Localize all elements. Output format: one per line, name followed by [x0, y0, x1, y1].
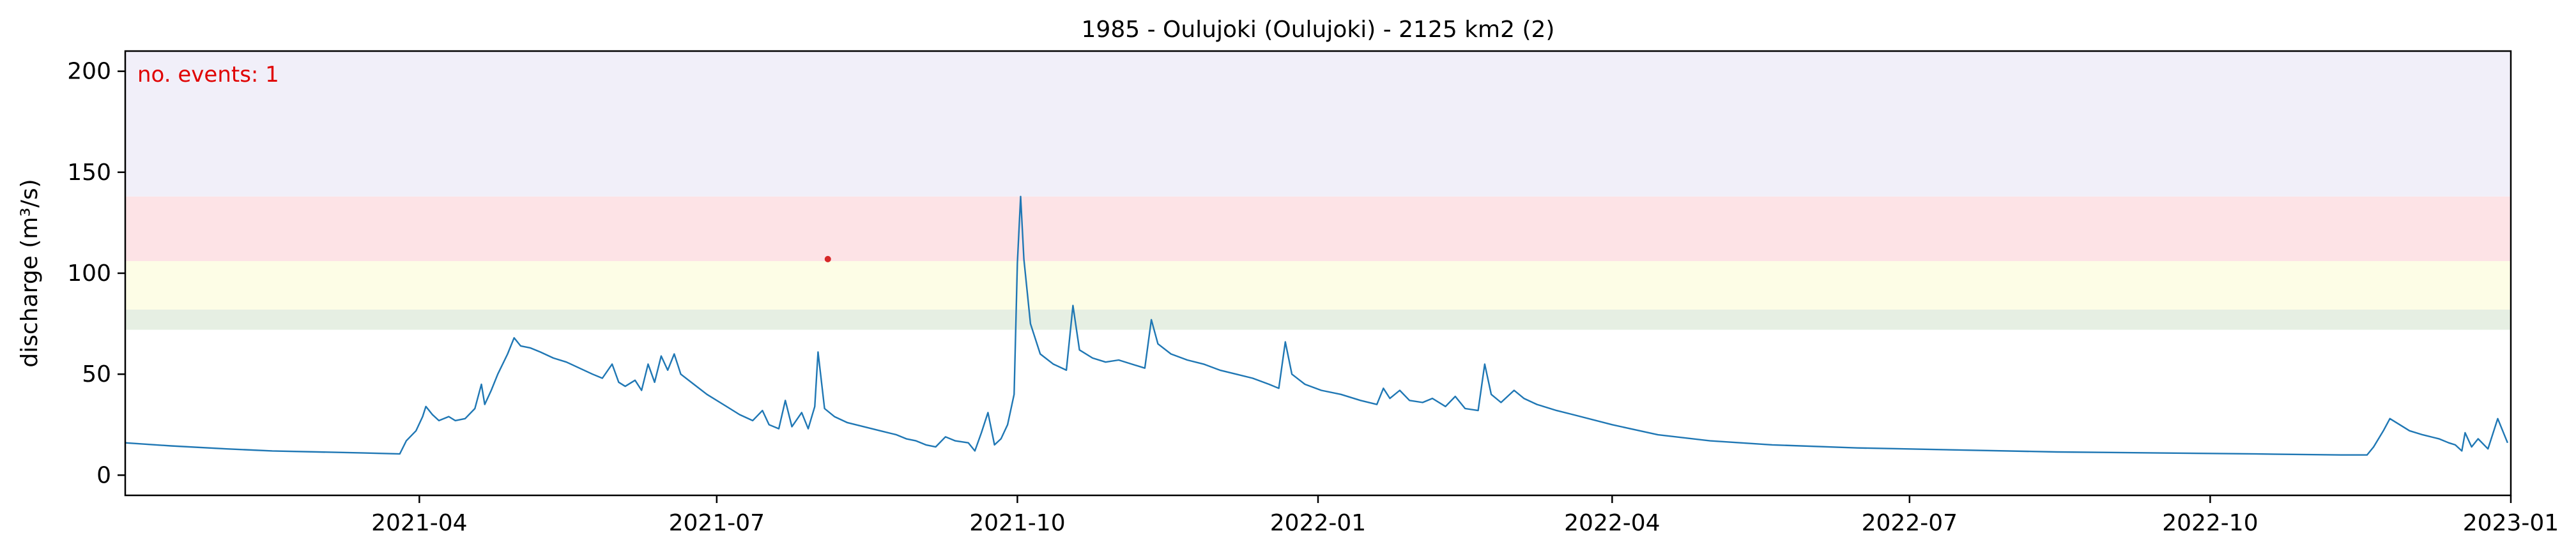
threshold-band-2 [125, 261, 2511, 310]
x-tick-label: 2022-01 [1270, 510, 1366, 536]
threshold-band-1 [125, 309, 2511, 330]
event-marker [824, 255, 831, 262]
y-axis: 0 50 100 150 200 [67, 59, 125, 488]
x-axis: 2021-04 2021-07 2021-10 2022-01 2022-04 2022-… [371, 495, 2559, 536]
chart-title: 1985 - Oulujoki (Oulujoki) - 2125 km2 (2… [1082, 17, 1555, 43]
y-tick-label: 0 [96, 462, 111, 488]
x-tick-label: 2022-04 [1564, 510, 1660, 536]
y-tick-label: 150 [67, 160, 111, 186]
y-tick-label: 200 [67, 59, 111, 85]
x-tick-label: 2022-07 [1862, 510, 1958, 536]
x-tick-label: 2021-10 [969, 510, 1065, 536]
threshold-bands [125, 51, 2511, 330]
y-tick-label: 100 [67, 260, 111, 287]
x-tick-label: 2022-10 [2162, 510, 2258, 536]
y-tick-label: 50 [82, 361, 111, 387]
event-count-annotation: no. events: 1 [137, 62, 279, 87]
x-tick-label: 2021-04 [371, 510, 467, 536]
x-tick-label: 2021-07 [669, 510, 765, 536]
threshold-band-3 [125, 196, 2511, 262]
series-line-1 [125, 195, 2509, 456]
y-axis-title: discharge (m³/s) [17, 179, 43, 367]
x-tick-label: 2023-01 [2463, 510, 2559, 536]
series-layer [125, 195, 2509, 456]
threshold-band-4 [125, 51, 2511, 197]
